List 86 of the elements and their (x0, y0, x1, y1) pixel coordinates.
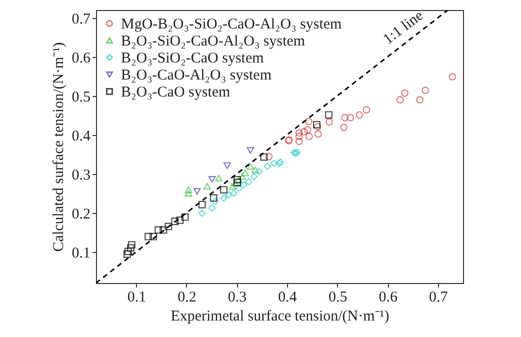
point (326, 118, 333, 126)
point (126, 244, 134, 252)
point (198, 200, 206, 208)
point (235, 184, 242, 192)
point (416, 96, 424, 104)
point (255, 168, 263, 176)
x-tick-label: 0.4 (278, 290, 298, 306)
point (245, 178, 253, 186)
point (300, 128, 308, 136)
point (260, 153, 268, 161)
point (160, 226, 168, 234)
y-tick-label: 0.2 (72, 206, 90, 222)
point (228, 182, 236, 190)
legend-label: B₂O₃-SiO₂-CaO-Al₂O₃ system (121, 34, 306, 50)
point (184, 186, 192, 194)
point (230, 190, 238, 198)
point (304, 118, 312, 126)
y-tick-label: 0.5 (72, 89, 90, 106)
point (340, 124, 348, 132)
x-tick-label: 0.2 (178, 290, 196, 306)
point (356, 111, 364, 119)
y-tick-label: 0.7 (72, 11, 91, 28)
point (128, 241, 136, 248)
point (208, 204, 216, 212)
point (250, 172, 258, 180)
y-tick-label: 0.4 (72, 128, 91, 144)
x-tick-label: 0.3 (228, 290, 247, 306)
point (208, 176, 216, 183)
point (400, 89, 408, 97)
point (124, 248, 132, 256)
x-tick-label: 0.7 (428, 290, 448, 306)
point (246, 147, 254, 154)
point (224, 162, 231, 169)
point (164, 222, 172, 230)
point (220, 186, 228, 194)
point (225, 191, 232, 199)
x-tick-label: 0.5 (328, 290, 348, 306)
point (181, 213, 189, 221)
point (270, 160, 278, 167)
point (362, 106, 370, 114)
y-axis-title: Calculated surface tension/(N·m⁻¹) (50, 42, 67, 252)
point (295, 138, 303, 146)
point (150, 232, 158, 240)
y-tick-label: 0.1 (72, 245, 90, 262)
point (210, 194, 218, 202)
point (123, 250, 131, 258)
point (246, 163, 254, 170)
point (193, 188, 201, 195)
legend-label: B₂O₃-CaO system (121, 84, 231, 100)
point (144, 232, 152, 240)
legend-label: MgO-B₂O₃-SiO₂-CaO-Al₂O₃ system (121, 16, 342, 32)
point (214, 174, 222, 182)
point (184, 190, 192, 197)
point (211, 198, 219, 206)
point (422, 86, 430, 94)
point (154, 226, 162, 234)
point (448, 72, 456, 80)
annotation: 1:1 line (380, 8, 427, 48)
legend-label: B₂O₃-CaO-Al₂O₃ system (121, 68, 272, 84)
point (252, 166, 260, 174)
point (234, 178, 241, 186)
point (171, 218, 179, 226)
point (238, 173, 246, 180)
point (295, 129, 303, 137)
point (396, 96, 404, 104)
point (264, 162, 272, 170)
legend-label: B₂O₃-SiO₂-CaO system (121, 50, 264, 66)
y-tick-label: 0.3 (72, 167, 90, 184)
point (304, 126, 312, 134)
point (346, 114, 354, 122)
point (198, 209, 206, 217)
x-axis-title: Experimetal surface tension/(N·m⁻¹) (170, 308, 390, 324)
point (341, 114, 349, 122)
point (314, 130, 322, 138)
point (240, 181, 248, 188)
x-tick-label: 0.1 (127, 290, 146, 306)
point (305, 132, 313, 140)
point (325, 111, 332, 119)
point (242, 170, 250, 176)
point (203, 182, 211, 190)
x-tick-label: 0.6 (378, 290, 398, 306)
point (295, 132, 303, 140)
y-tick-label: 0.6 (72, 50, 91, 66)
point (265, 152, 273, 160)
point (220, 194, 228, 202)
point (176, 216, 184, 224)
